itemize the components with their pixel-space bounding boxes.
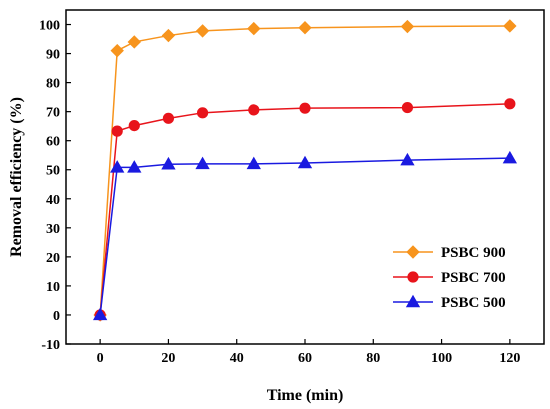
x-axis-title: Time (min) — [267, 387, 344, 404]
triangle-marker — [127, 160, 142, 173]
y-tick-label: 40 — [46, 193, 60, 208]
circle-marker — [504, 98, 516, 110]
y-tick-label: 80 — [46, 77, 60, 92]
triangle-marker — [246, 156, 261, 170]
y-tick-label: 30 — [46, 222, 60, 237]
triangle-marker — [400, 152, 415, 166]
diamond-marker — [110, 43, 124, 58]
diamond-marker — [298, 21, 312, 35]
legend-item: PSBC 900 — [393, 245, 506, 261]
y-tick-label: 70 — [46, 106, 60, 121]
y-tick-label: 50 — [46, 164, 60, 179]
legend: PSBC 900 PSBC 700 PSBC 500 — [393, 245, 506, 311]
y-tick-label: 60 — [46, 135, 60, 150]
circle-marker — [162, 112, 175, 124]
y-tick-label: -10 — [41, 338, 60, 353]
x-tick-label: 120 — [499, 351, 520, 366]
circle-marker — [128, 119, 140, 132]
plot-frame — [65, 9, 545, 345]
series-layer — [92, 19, 518, 322]
circle-marker — [299, 102, 311, 114]
y-tick-label: 0 — [53, 309, 60, 324]
x-tick-label: 100 — [431, 351, 452, 366]
series-line — [99, 157, 510, 316]
diamond-marker — [161, 28, 176, 43]
diamond-marker — [406, 245, 420, 259]
x-tick-label: 0 — [97, 351, 104, 366]
series-psbc-700 — [94, 98, 516, 321]
diamond-marker — [400, 19, 415, 34]
legend-label: PSBC 500 — [441, 295, 506, 311]
legend-label: PSBC 700 — [441, 270, 506, 286]
legend-item: PSBC 500 — [393, 294, 506, 311]
triangle-marker — [92, 307, 108, 321]
circle-marker — [196, 107, 209, 119]
circle-marker — [401, 101, 414, 114]
triangle-marker — [405, 294, 421, 308]
y-tick-label: 20 — [46, 251, 60, 266]
y-tick-label: 10 — [46, 280, 60, 295]
circle-marker — [407, 271, 419, 283]
diamond-marker — [195, 24, 210, 38]
x-tick-label: 20 — [161, 351, 175, 366]
legend-label: PSBC 900 — [441, 245, 506, 261]
triangle-marker — [195, 156, 210, 170]
x-axis: 0 20 40 60 80 100 120 — [97, 339, 520, 366]
circle-marker — [111, 125, 123, 137]
x-tick-label: 40 — [230, 351, 244, 366]
triangle-marker — [502, 150, 518, 164]
circle-marker — [248, 104, 260, 116]
diamond-marker — [503, 19, 517, 33]
y-axis: -10 0 10 20 30 40 50 60 70 80 90 100 — [39, 19, 71, 353]
diamond-marker — [127, 35, 141, 49]
series-psbc-500 — [92, 150, 518, 321]
x-tick-label: 60 — [298, 351, 312, 366]
y-axis-title: Removal efficiency (%) — [8, 97, 25, 257]
triangle-marker — [297, 155, 313, 169]
x-tick-label: 80 — [366, 351, 380, 366]
y-tick-label: 100 — [39, 19, 60, 34]
diamond-marker — [247, 21, 261, 36]
triangle-marker — [110, 160, 125, 173]
triangle-marker — [161, 156, 176, 170]
y-tick-label: 90 — [46, 48, 60, 63]
legend-item: PSBC 700 — [393, 270, 506, 286]
